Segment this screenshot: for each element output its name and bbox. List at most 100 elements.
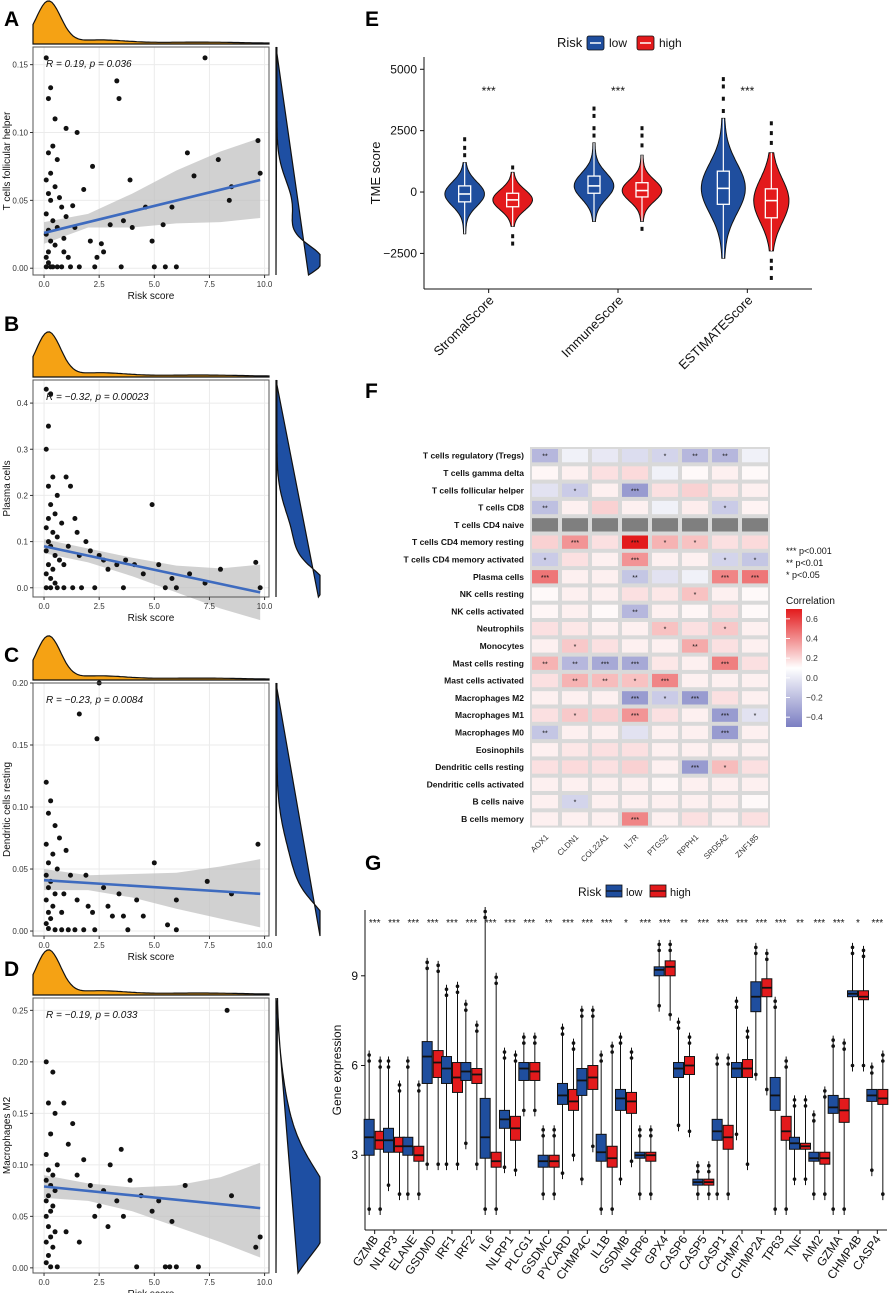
outlier [861,948,866,953]
data-point [50,851,56,857]
heatmap-cell [652,552,678,567]
box-low [441,1056,452,1084]
data-point [65,1141,71,1147]
heatmap-cell [592,622,618,636]
heatmap-cell [652,795,678,809]
outlier [599,1059,603,1063]
data-point [59,520,65,526]
heatmap-cell [712,449,738,463]
heatmap-cell [532,725,558,740]
box-high [471,1068,483,1084]
cell-stars: ** [632,609,638,616]
data-point [149,238,155,244]
outlier [406,1059,410,1063]
outlier [599,1053,603,1057]
heatmap-cell [622,639,648,653]
data-point [61,249,67,255]
outlier [513,1168,518,1172]
heatmap-cell [682,449,708,463]
heatmap-cell [652,535,678,549]
outlier [640,226,644,231]
data-point [151,860,157,866]
data-point [61,891,67,897]
y-tick-label: 0.4 [17,399,29,408]
data-point [48,85,54,91]
data-point [43,55,49,61]
data-point [151,264,157,270]
data-point [43,571,49,577]
row-label: T cells follicular helper [432,485,525,495]
cell-stars: *** [661,679,669,686]
data-point [59,927,65,933]
heatmap-cell [742,639,768,653]
heatmap-cell [652,656,678,670]
heatmap-cell [622,570,648,584]
data-point [114,1198,120,1204]
heatmap-cell [622,483,648,497]
heatmap-cell [532,604,558,618]
outlier [638,1192,642,1196]
outlier [522,1041,526,1045]
data-point [67,264,73,270]
data-point [45,1100,51,1106]
column-label: COL22A1 [579,832,611,864]
correlation-annotation: R = −0.23, p = 0.0084 [46,695,143,706]
heatmap-cell [562,466,588,480]
heatmap-cell [622,760,648,774]
color-bar [786,609,802,727]
data-point [52,891,58,897]
outlier [513,1053,518,1057]
heatmap-cell [682,518,708,532]
data-point [253,559,259,565]
data-point [52,1110,58,1116]
row-label: Dendritic cells activated [427,779,524,789]
heatmap-cell [562,708,588,722]
significance-stars: *** [659,918,671,929]
x-tick-label: 10.0 [257,602,273,611]
y-tick-label: 0.2 [17,491,29,500]
data-point [50,566,56,572]
heatmap-cell [532,587,558,601]
outlier [591,1008,595,1012]
y-tick-label: 0.05 [12,865,28,874]
data-point [45,483,51,489]
heatmap-cell [742,673,768,688]
cell-stars: * [664,454,667,461]
data-point [105,903,111,909]
data-point [255,138,261,144]
row-label: Dendritic cells resting [435,762,524,772]
y-tick-label: 0.25 [12,1006,28,1015]
heatmap-cell [562,673,588,688]
outlier [850,1063,855,1068]
outlier [455,1162,460,1167]
cell-stars: *** [721,730,729,737]
outlier [522,1035,526,1039]
data-point [74,130,80,135]
data-point [87,238,93,244]
outlier [522,1108,526,1113]
significance-stars: *** [482,84,496,98]
data-point [45,926,51,932]
heatmap-cell [652,743,678,757]
outlier [649,1192,653,1196]
outlier [870,1168,874,1172]
data-point [195,1264,201,1270]
regression-line [43,878,261,896]
heatmap-cell [712,466,738,480]
data-point [215,157,221,163]
plot-border [32,682,270,937]
column-label: AOX1 [529,832,551,854]
data-point [169,204,175,210]
outlier [533,1041,537,1045]
heatmap-cell [712,725,738,740]
heatmap-cell [682,552,708,567]
heatmap-cell [562,656,588,670]
data-point [81,1157,87,1163]
outlier [754,1072,758,1077]
data-point [92,585,98,591]
data-point [48,170,54,176]
outlier [721,77,725,82]
outlier [511,234,515,239]
y-tick-label: 2500 [390,124,417,138]
data-point [67,872,73,878]
